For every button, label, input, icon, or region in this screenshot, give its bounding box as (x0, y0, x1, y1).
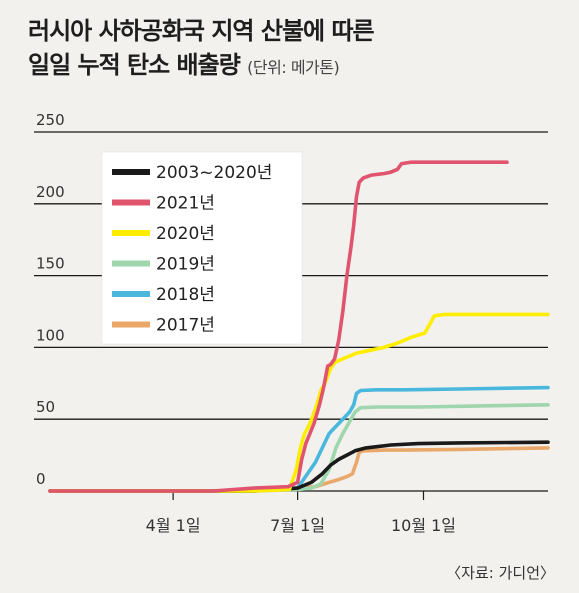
y-tick-label-50: 50 (36, 398, 55, 416)
series-line-2021년 (48, 160, 509, 493)
title-line-2: 일일 누적 탄소 배출량 (단위: 메가톤) (28, 48, 374, 85)
x-tick-label-2: 10월 1일 (391, 516, 456, 535)
y-tick-label-250: 250 (36, 111, 65, 129)
y-tick-label-0: 0 (36, 470, 46, 488)
x-tick-label-0: 4월 1일 (146, 516, 201, 535)
series-line-2020년 (48, 312, 550, 493)
chart-title: 러시아 사하공화국 지역 산불에 따른 일일 누적 탄소 배출량 (단위: 메가… (28, 14, 375, 85)
y-tick-label-200: 200 (36, 183, 65, 201)
series-line-2018년 (48, 385, 550, 493)
title-line-2-text: 일일 누적 탄소 배출량 (28, 51, 241, 79)
legend-box (101, 151, 303, 345)
series-line-2003~2020년 (48, 440, 550, 493)
line-chart: 0 50 100 150 200 250 4월 1일 7월 1일 10월 1일 2003~2020… (34, 111, 550, 535)
legend-label-5: 2017년 (156, 316, 215, 336)
source-label: 〈자료: 가디언〉 (446, 564, 555, 582)
y-tick-label-150: 150 (36, 255, 65, 273)
legend-label-4: 2018년 (156, 285, 215, 305)
title-unit: (단위: 메가톤) (247, 58, 340, 77)
legend-label-1: 2021년 (156, 194, 215, 214)
x-tick-label-1: 7월 1일 (270, 516, 325, 535)
y-tick-label-100: 100 (36, 326, 65, 344)
legend-label-0: 2003~2020년 (156, 163, 272, 183)
legend-label-2: 2020년 (156, 224, 215, 244)
legend-label-3: 2019년 (156, 255, 215, 275)
series-line-2019년 (48, 403, 550, 493)
title-line-1: 러시아 사하공화국 지역 산불에 따른 (28, 17, 375, 45)
